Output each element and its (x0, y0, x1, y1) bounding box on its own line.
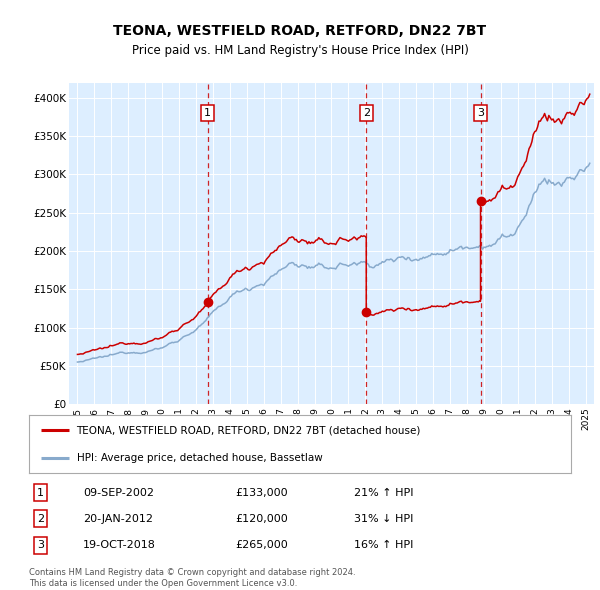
Text: 3: 3 (477, 108, 484, 118)
Text: 16% ↑ HPI: 16% ↑ HPI (354, 540, 413, 550)
Text: £120,000: £120,000 (235, 514, 287, 523)
Text: 1: 1 (204, 108, 211, 118)
Text: 31% ↓ HPI: 31% ↓ HPI (354, 514, 413, 523)
Text: 3: 3 (37, 540, 44, 550)
Text: HPI: Average price, detached house, Bassetlaw: HPI: Average price, detached house, Bass… (77, 453, 322, 463)
Text: 2: 2 (362, 108, 370, 118)
Text: 20-JAN-2012: 20-JAN-2012 (83, 514, 153, 523)
Text: 1: 1 (37, 487, 44, 497)
Text: 21% ↑ HPI: 21% ↑ HPI (354, 487, 414, 497)
Text: 09-SEP-2002: 09-SEP-2002 (83, 487, 154, 497)
Text: TEONA, WESTFIELD ROAD, RETFORD, DN22 7BT (detached house): TEONA, WESTFIELD ROAD, RETFORD, DN22 7BT… (77, 425, 421, 435)
Text: TEONA, WESTFIELD ROAD, RETFORD, DN22 7BT: TEONA, WESTFIELD ROAD, RETFORD, DN22 7BT (113, 24, 487, 38)
Text: 19-OCT-2018: 19-OCT-2018 (83, 540, 156, 550)
Text: £133,000: £133,000 (235, 487, 287, 497)
Text: Price paid vs. HM Land Registry's House Price Index (HPI): Price paid vs. HM Land Registry's House … (131, 44, 469, 57)
Text: Contains HM Land Registry data © Crown copyright and database right 2024.
This d: Contains HM Land Registry data © Crown c… (29, 568, 355, 588)
Text: £265,000: £265,000 (235, 540, 287, 550)
Text: 2: 2 (37, 514, 44, 523)
